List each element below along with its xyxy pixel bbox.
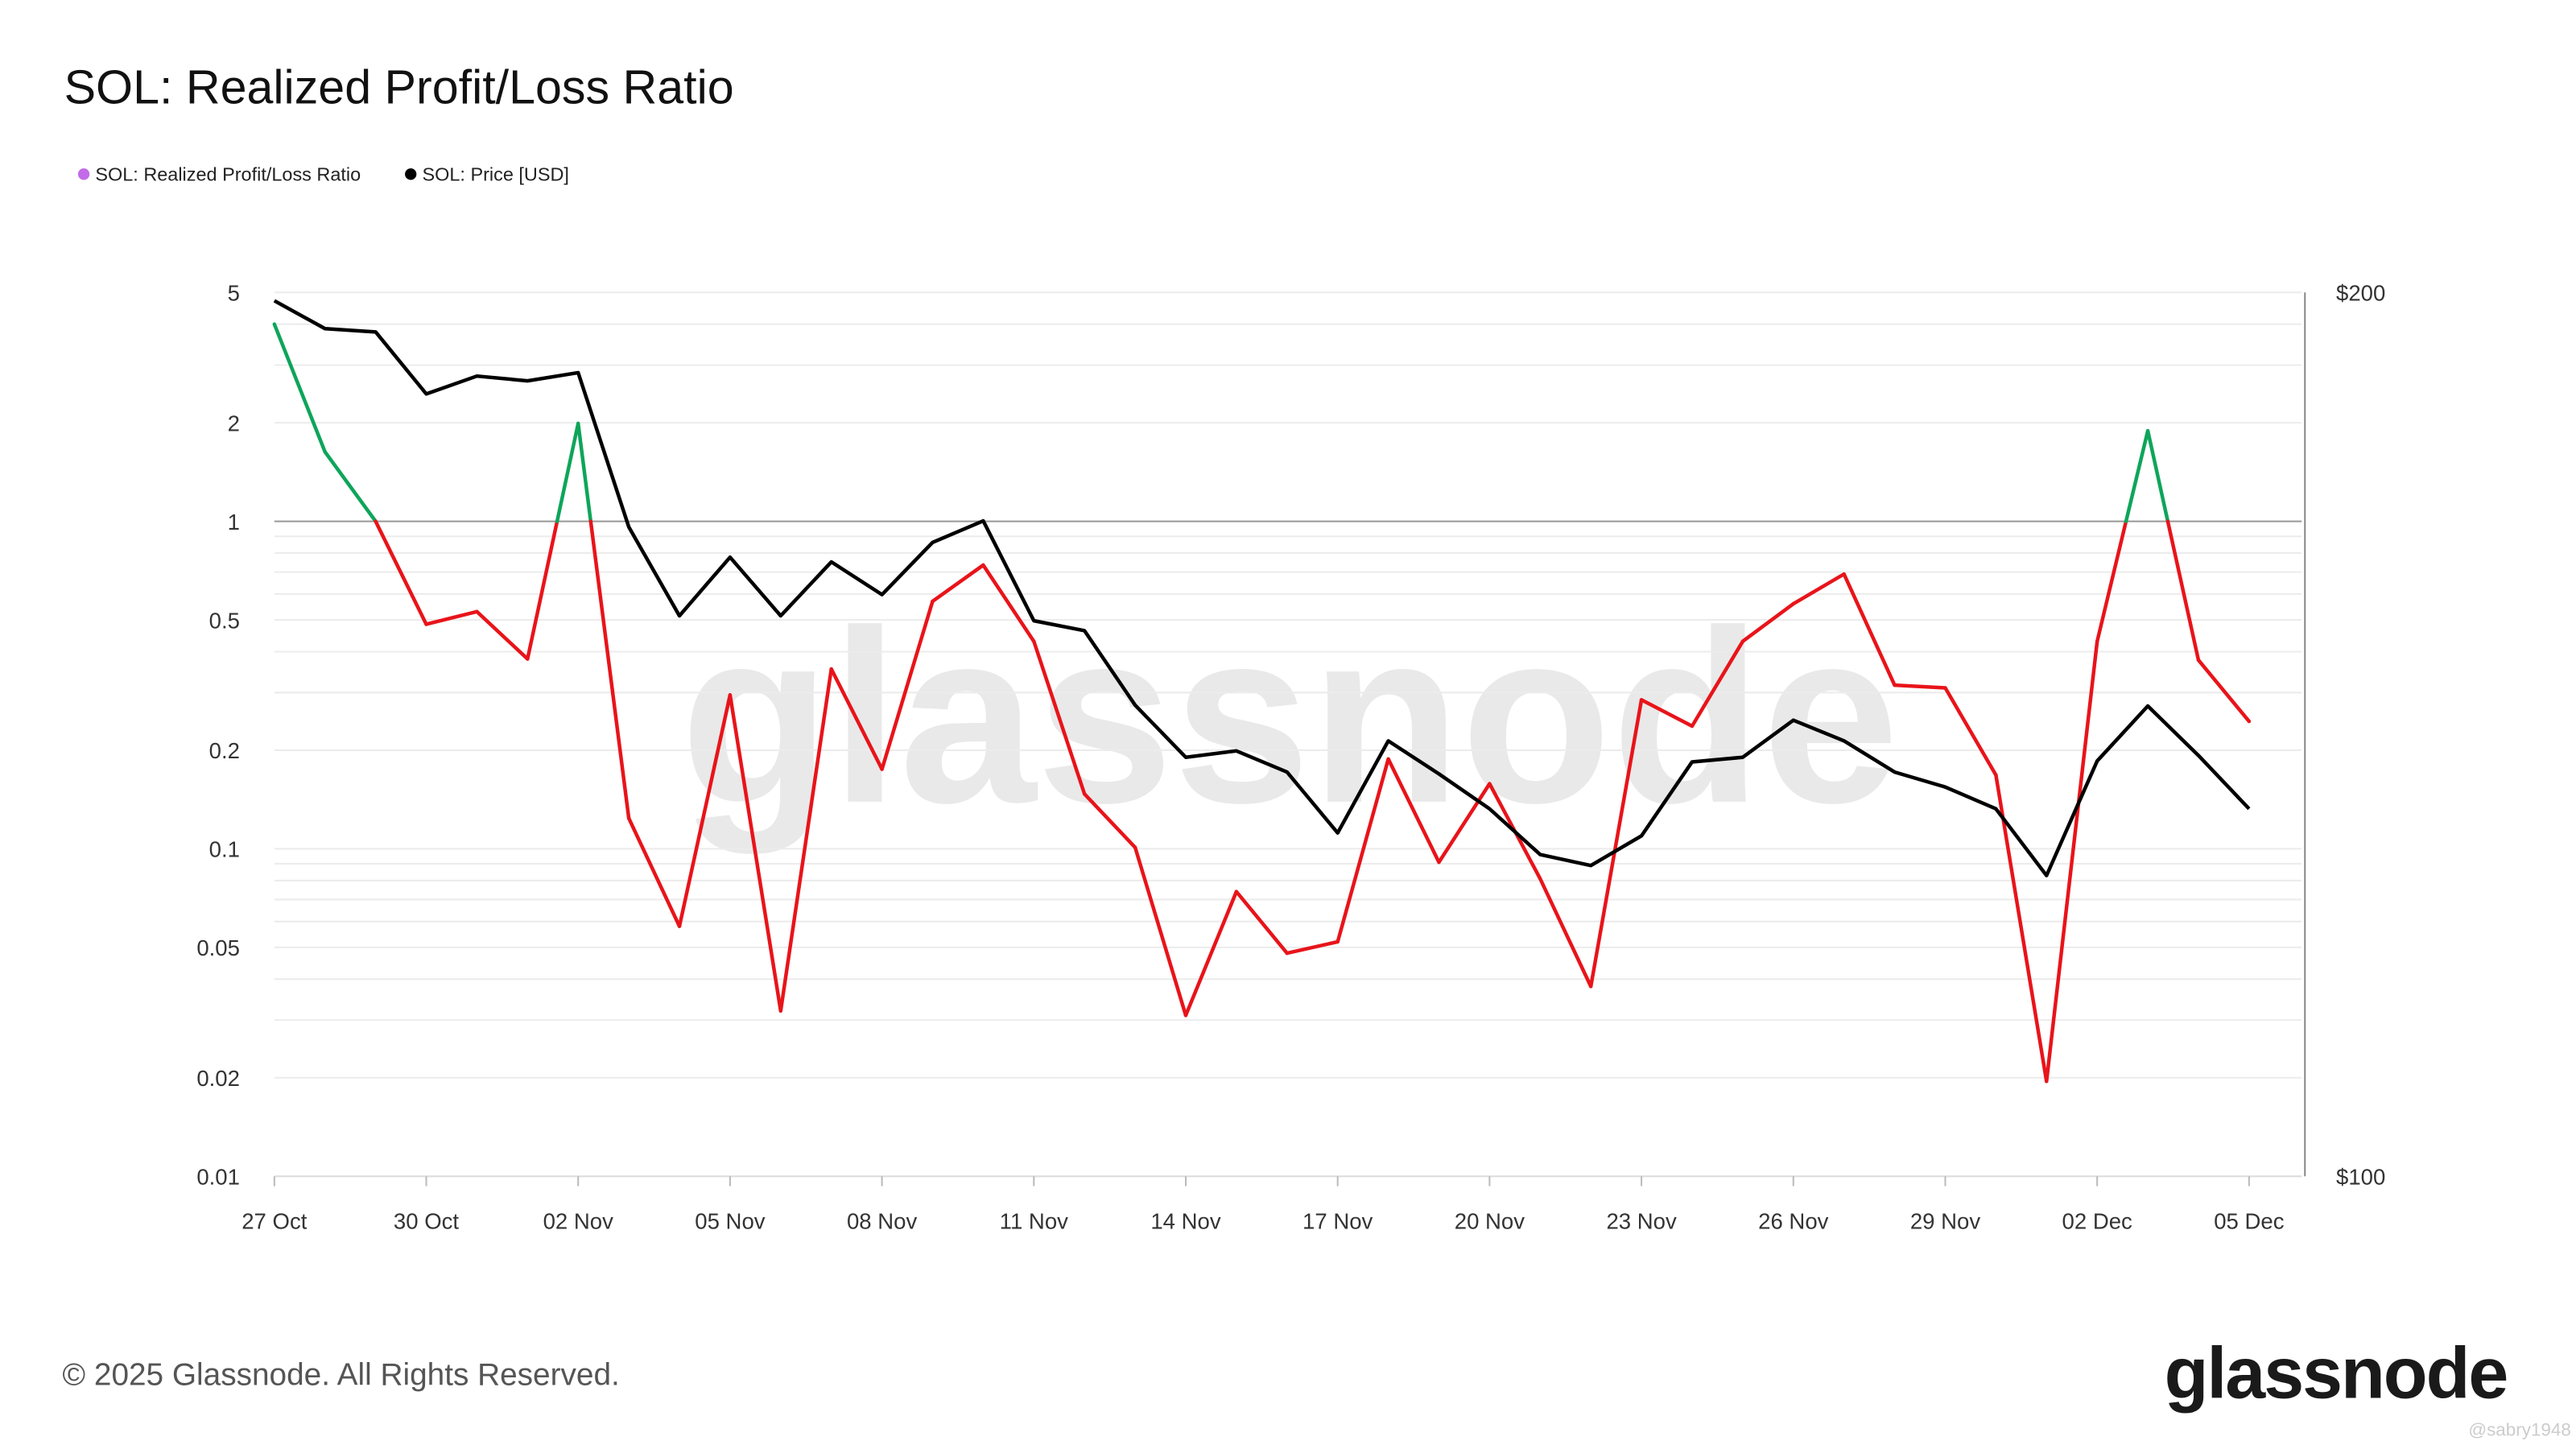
- y-left-tick-label: 1: [228, 510, 240, 535]
- ratio-segment: [677, 693, 733, 928]
- ratio-segment: [526, 519, 559, 661]
- x-tick-label: 17 Nov: [1302, 1209, 1373, 1234]
- x-tick-label: 23 Nov: [1606, 1209, 1677, 1234]
- ratio-segment: [1943, 686, 1998, 778]
- y-left-tick-label: 0.5: [209, 608, 240, 633]
- ratio-segment: [1082, 792, 1137, 849]
- x-tick-label: 02 Dec: [2062, 1209, 2133, 1234]
- ratio-segment: [576, 421, 593, 523]
- ratio-segment: [1133, 845, 1188, 1018]
- y-left-tick-label: 0.05: [196, 935, 240, 960]
- ratio-segment: [981, 563, 1036, 643]
- y-left-tick-label: 0.01: [196, 1164, 240, 1189]
- ratio-segment: [272, 322, 327, 454]
- legend-marker-ratio: [77, 168, 90, 180]
- ratio-segment: [323, 450, 378, 523]
- ratio-segment: [880, 599, 935, 771]
- y-left-tick-label: 0.2: [209, 738, 240, 763]
- ratio-segment: [1690, 639, 1745, 729]
- y-right-tick-label: $200: [2336, 280, 2385, 305]
- ratio-segment: [829, 667, 884, 771]
- y-left-tick-label: 5: [228, 280, 240, 305]
- ratio-segment: [2124, 428, 2150, 523]
- ratio-segment: [778, 667, 833, 1013]
- y-left-tick-label: 0.1: [209, 837, 240, 862]
- ratio-segment: [1588, 698, 1644, 989]
- x-tick-label: 30 Oct: [394, 1209, 459, 1234]
- ratio-segment: [2145, 428, 2170, 523]
- glassnode-logo: glassnode: [2165, 1334, 2508, 1414]
- ratio-segment: [1639, 698, 1695, 729]
- y-right-tick-label: $100: [2336, 1164, 2385, 1189]
- ratio-segment: [2165, 519, 2201, 663]
- ratio-segment: [626, 816, 682, 928]
- ratio-segment: [1285, 939, 1340, 956]
- x-tick-label: 20 Nov: [1455, 1209, 1525, 1234]
- ratio-segment: [1437, 782, 1492, 865]
- grid: [274, 291, 2302, 1178]
- legend-marker-price: [405, 168, 417, 180]
- legend-label-price: SOL: Price [USD]: [422, 163, 568, 184]
- ratio-segment: [1386, 757, 1441, 865]
- ratio-segment: [2196, 658, 2252, 724]
- ratio-segment: [728, 693, 783, 1013]
- ratio-segment: [1335, 757, 1390, 944]
- copyright: © 2025 Glassnode. All Rights Reserved.: [63, 1357, 620, 1392]
- x-tick-label: 08 Nov: [847, 1209, 918, 1234]
- ratio-segment: [555, 421, 580, 523]
- ratio-segment: [1234, 890, 1290, 956]
- ratio-segment: [1994, 773, 2049, 1084]
- ratio-segment: [588, 519, 631, 820]
- price-line: [273, 299, 2251, 877]
- ratio-segment: [1032, 639, 1087, 796]
- ratio-segment: [1538, 877, 1593, 989]
- y-left-tick-label: 0.02: [196, 1066, 240, 1091]
- price-series: [273, 299, 2251, 877]
- ratio-segment: [1893, 683, 1947, 690]
- x-tick-label: 29 Nov: [1910, 1209, 1981, 1234]
- ratio-segment: [1842, 572, 1897, 687]
- ratio-segment: [1740, 601, 1796, 643]
- ratio-segment: [2095, 519, 2128, 643]
- x-tick-label: 27 Oct: [242, 1209, 307, 1234]
- x-tick-label: 14 Nov: [1150, 1209, 1221, 1234]
- ratio-segment: [424, 609, 479, 626]
- ratio-series: [272, 322, 2252, 1084]
- y-left-tick-label: 2: [228, 411, 240, 436]
- x-tick-label: 02 Nov: [543, 1209, 614, 1234]
- ratio-segment: [2045, 639, 2099, 1084]
- chart-title: SOL: Realized Profit/Loss Ratio: [64, 60, 734, 114]
- ratio-segment: [374, 519, 428, 626]
- ratio-segment: [1183, 890, 1239, 1018]
- x-tick-label: 05 Nov: [695, 1209, 766, 1234]
- x-tick-label: 26 Nov: [1758, 1209, 1829, 1234]
- x-tick-label: 11 Nov: [1000, 1209, 1068, 1234]
- ratio-segment: [1791, 572, 1846, 606]
- credit-watermark: @sabry1948: [2468, 1420, 2571, 1440]
- x-tick-label: 05 Dec: [2214, 1209, 2285, 1234]
- axes: 5 2 1 0.5 0.2 0.1 0.05 0.02 0.01 $200 $100 27 Oct 30…: [196, 280, 2385, 1233]
- legend: SOL: Realized Profit/Loss Ratio SOL: Pri…: [77, 163, 569, 184]
- ratio-segment: [931, 563, 985, 604]
- legend-label-ratio: SOL: Realized Profit/Loss Ratio: [95, 163, 361, 184]
- ratio-segment: [475, 609, 530, 661]
